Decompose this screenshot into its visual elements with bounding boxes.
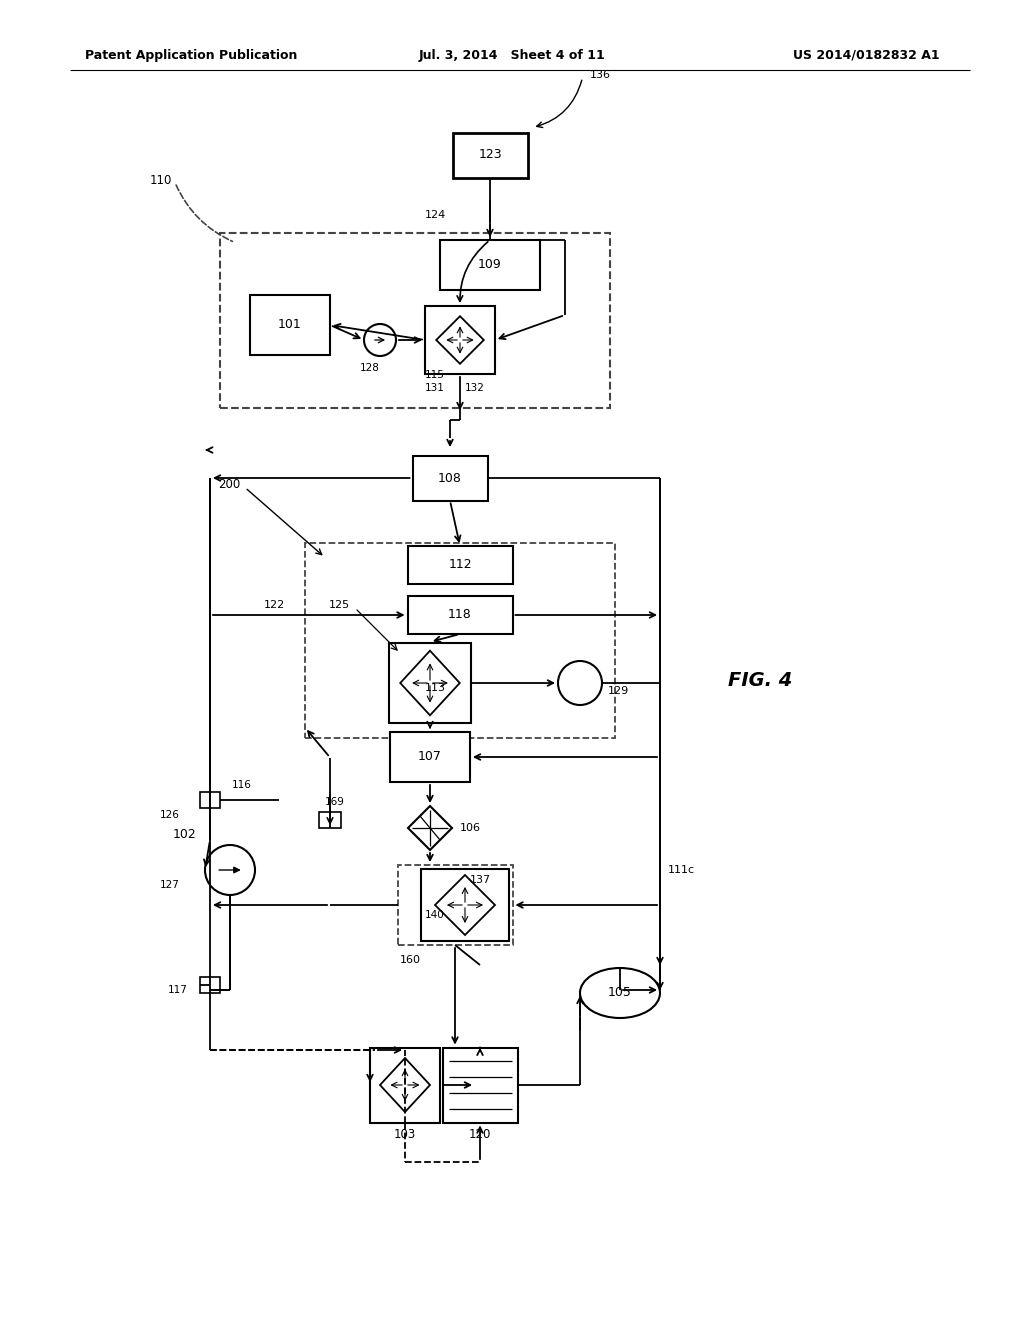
- Text: 129: 129: [608, 686, 630, 696]
- Circle shape: [205, 845, 255, 895]
- Text: 128: 128: [360, 363, 380, 374]
- Text: 111c: 111c: [668, 865, 695, 875]
- Bar: [442, 1048, 517, 1122]
- Circle shape: [364, 323, 396, 356]
- Bar: [319, 812, 341, 828]
- Text: 109: 109: [478, 259, 502, 272]
- Bar: [370, 1048, 440, 1122]
- Polygon shape: [400, 651, 460, 715]
- Bar: [408, 546, 512, 583]
- Bar: [220, 232, 610, 408]
- Text: 137: 137: [470, 875, 492, 884]
- Text: 106: 106: [460, 822, 481, 833]
- Text: 102: 102: [173, 829, 197, 842]
- Bar: [425, 306, 495, 374]
- Text: 116: 116: [232, 780, 252, 789]
- Bar: [397, 865, 512, 945]
- Text: 118: 118: [449, 609, 472, 622]
- Bar: [390, 733, 470, 781]
- Text: 103: 103: [394, 1129, 416, 1140]
- Ellipse shape: [580, 968, 660, 1018]
- Text: 117: 117: [168, 985, 188, 995]
- Text: 131: 131: [425, 383, 444, 393]
- Text: 112: 112: [449, 558, 472, 572]
- Polygon shape: [380, 1059, 430, 1111]
- Text: 115: 115: [425, 370, 444, 380]
- Bar: [413, 455, 487, 500]
- Bar: [408, 597, 512, 634]
- Polygon shape: [408, 807, 452, 850]
- Circle shape: [558, 661, 602, 705]
- Text: 140: 140: [425, 909, 444, 920]
- Text: 160: 160: [399, 954, 421, 965]
- Bar: [421, 869, 509, 941]
- Bar: [389, 643, 471, 723]
- Text: Jul. 3, 2014   Sheet 4 of 11: Jul. 3, 2014 Sheet 4 of 11: [419, 49, 605, 62]
- Bar: [440, 240, 540, 290]
- Text: 101: 101: [279, 318, 302, 331]
- Text: 120: 120: [469, 1129, 492, 1140]
- Text: 125: 125: [329, 601, 350, 610]
- Bar: [453, 132, 527, 177]
- Text: 124: 124: [424, 210, 445, 220]
- Text: 110: 110: [150, 174, 172, 187]
- Text: 108: 108: [438, 471, 462, 484]
- Text: 200: 200: [218, 478, 240, 491]
- Polygon shape: [435, 875, 495, 935]
- Bar: [200, 977, 220, 993]
- Text: 122: 122: [264, 601, 285, 610]
- Text: FIG. 4: FIG. 4: [728, 671, 793, 689]
- Text: 105: 105: [608, 986, 632, 999]
- Text: Patent Application Publication: Patent Application Publication: [85, 49, 297, 62]
- Bar: [305, 543, 615, 738]
- Text: 107: 107: [418, 751, 442, 763]
- Bar: [200, 792, 220, 808]
- Text: 127: 127: [160, 880, 180, 890]
- Polygon shape: [436, 317, 483, 364]
- Bar: [250, 294, 330, 355]
- Text: 132: 132: [465, 383, 485, 393]
- Text: 123: 123: [478, 149, 502, 161]
- Text: 169: 169: [325, 797, 345, 807]
- Text: 126: 126: [160, 810, 180, 820]
- Text: 113: 113: [425, 682, 445, 693]
- Text: US 2014/0182832 A1: US 2014/0182832 A1: [794, 49, 940, 62]
- Text: 136: 136: [590, 70, 610, 79]
